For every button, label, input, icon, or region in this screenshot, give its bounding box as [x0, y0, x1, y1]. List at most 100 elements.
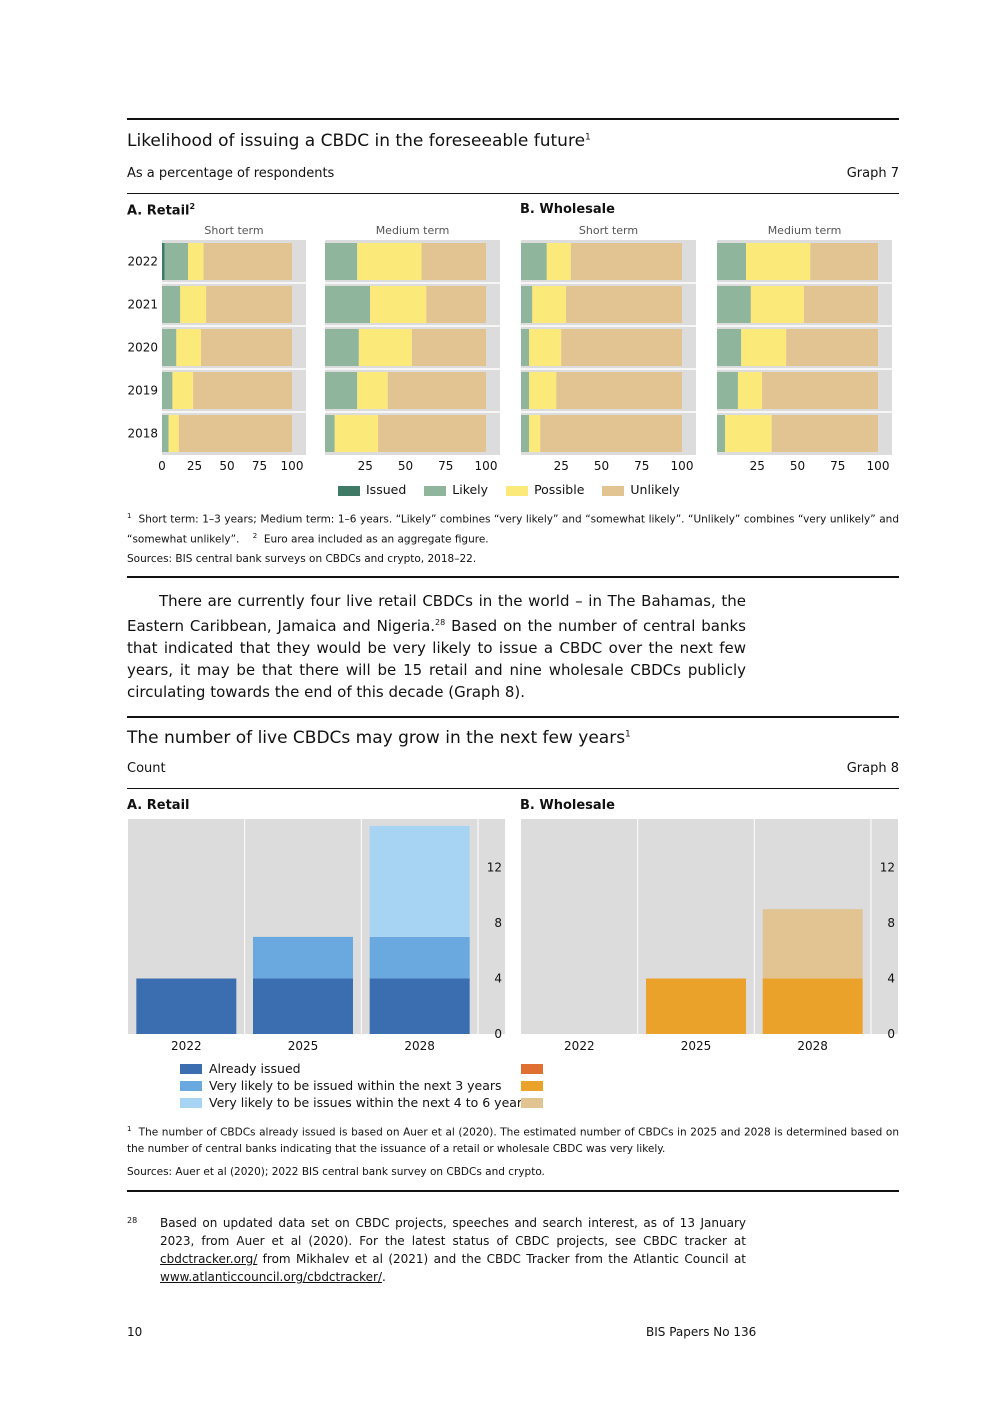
graph8-legend-label: Very likely to be issues within the next…	[209, 1095, 529, 1110]
graph8-bar-segment	[136, 978, 237, 1034]
graph8-legend-label: Already issued	[209, 1061, 301, 1076]
graph7-bar-segment	[750, 286, 804, 323]
graph8-bar-segment	[369, 825, 470, 937]
graph7-x-tick-label: 100	[671, 459, 694, 473]
graph8-x-tick-label: 2028	[797, 1039, 828, 1053]
graph7-bar-segment	[162, 243, 165, 280]
graph7-year-label: 2020	[127, 341, 158, 355]
graph7-bar-segment	[162, 329, 177, 366]
graph7-x-tick-label: 25	[750, 459, 765, 473]
graph7-bar-segment	[570, 243, 682, 280]
graph7-legend-label: Issued	[366, 482, 407, 497]
graph8-bar-segment	[762, 909, 863, 979]
graph8-legend-swatch-retail	[180, 1064, 202, 1074]
atlantic-council-link[interactable]: www.atlanticcouncil.org/cbdctracker/	[160, 1270, 382, 1284]
graph7-year-label: 2019	[127, 384, 158, 398]
graph7-legend-item: Unlikely	[602, 482, 680, 497]
graph7-x-tick-label: 75	[252, 459, 267, 473]
graph7-bar-segment	[532, 286, 567, 323]
graph7-legend-swatch	[424, 485, 447, 496]
graph7-label: Graph 7	[846, 166, 899, 181]
graph7-panel-header: Medium term	[768, 224, 842, 237]
graph7-bar-segment	[358, 329, 412, 366]
graph8-x-tick-label: 2022	[171, 1039, 202, 1053]
graph7-bar-segment	[180, 286, 207, 323]
graph7-bar-segment	[725, 415, 772, 452]
graph8-subtitle: Count	[127, 761, 166, 776]
graph7-bar-segment	[168, 415, 179, 452]
graph7-x-tick-label: 75	[634, 459, 649, 473]
graph7-legend-item: Likely	[424, 482, 488, 497]
graph8-bar-segment	[253, 936, 353, 979]
graph7-header-rule	[127, 193, 899, 194]
graph8-bar-segment	[646, 978, 746, 1034]
graph7-x-tick-label: 25	[358, 459, 373, 473]
graph7-bar-segment	[325, 372, 358, 409]
graph8-x-tick-label: 2025	[681, 1039, 712, 1053]
graph7-x-tick-label: 50	[398, 459, 413, 473]
graph8-bar-segment	[369, 936, 470, 979]
graph7-bar-segment	[561, 329, 682, 366]
graph8-y-tick-label: 12	[487, 861, 502, 875]
body-paragraph: There are currently four live retail CBD…	[127, 592, 746, 701]
graph7-panel-a-title: A. Retail2	[127, 202, 196, 219]
page-number: 10	[127, 1325, 143, 1339]
graph7-bar-segment	[334, 415, 379, 452]
graph8-panel-b-title: B. Wholesale	[520, 798, 615, 813]
graph7-bottom-rule	[127, 576, 899, 578]
graph7-x-tick-label: 50	[219, 459, 234, 473]
graph7-panel-header: Medium term	[376, 224, 450, 237]
graph7-bar-segment	[521, 372, 530, 409]
graph7-bar-segment	[370, 286, 427, 323]
graph7-legend-item: Possible	[506, 482, 584, 497]
graph7-x-tick-label: 50	[594, 459, 609, 473]
graph7-bar-segment	[786, 329, 878, 366]
graph8-legend-swatch-retail	[180, 1098, 202, 1108]
graph7-legend-swatch	[338, 485, 360, 496]
graph8-notes: 1 The number of CBDCs already issued is …	[127, 1125, 899, 1155]
graph7-bar-segment	[387, 372, 486, 409]
graph8-chart: 0 4 8 12 2022 2025 2028 0 4 8 12 2022 2025 2028	[128, 819, 898, 1053]
graph7-bar-segment	[178, 415, 292, 452]
graph7-x-tick-label: 100	[867, 459, 890, 473]
graph7-bar-segment	[717, 243, 746, 280]
footnote-number: 28	[127, 1216, 138, 1225]
graph7-bar-segment	[325, 243, 358, 280]
graph8-label: Graph 8	[846, 761, 899, 776]
graph7-panel-header: Short term	[204, 224, 263, 237]
graph8-panel-a-title: A. Retail	[127, 798, 190, 813]
graph7-bar-segment	[325, 415, 335, 452]
graph7-bar-segment	[540, 415, 682, 452]
graph7-bar-segment	[717, 415, 726, 452]
graph8-sources: Sources: Auer et al (2020); 2022 BIS cen…	[127, 1166, 545, 1178]
graph7-bar-segment	[717, 329, 742, 366]
graph7-legend-swatch	[602, 485, 625, 496]
graph7-x-tick-label: 100	[281, 459, 304, 473]
graph8-bottom-rule	[127, 1190, 899, 1192]
graph7-panel-b-title: B. Wholesale	[520, 202, 615, 217]
graph7-legend: Issued Likely Possible Unlikely	[338, 482, 698, 497]
graph7-chart: Short term 0 25 50 75 100 Medium term 25 50 75 100…	[127, 224, 892, 473]
graph8-y-tick-label: 8	[887, 916, 895, 930]
graph8-y-tick-label: 4	[887, 972, 895, 986]
cbdctracker-link[interactable]: cbdctracker.org/	[160, 1252, 258, 1266]
graph7-bar-segment	[717, 286, 751, 323]
graph8-title: The number of live CBDCs may grow in the…	[127, 728, 631, 748]
graph7-bar-segment	[357, 243, 422, 280]
graph7-bar-segment	[203, 243, 292, 280]
graph7-x-tick-label: 75	[830, 459, 845, 473]
graph7-bar-segment	[556, 372, 682, 409]
graph8-y-tick-label: 4	[494, 972, 502, 986]
graph7-legend-swatch	[506, 485, 529, 496]
graph7-top-rule	[127, 118, 899, 120]
graph7-bar-segment	[521, 243, 547, 280]
graph7-bar-segment	[206, 286, 292, 323]
graph8-legend-swatch-wholesale	[521, 1098, 543, 1108]
graph8-header-rule	[127, 788, 899, 789]
graph7-title: Likelihood of issuing a CBDC in the fore…	[127, 131, 591, 151]
graph7-bar-segment	[546, 243, 571, 280]
graph7-x-tick-label: 0	[158, 459, 166, 473]
graph8-bar-segment	[253, 978, 353, 1034]
graph7-bar-segment	[529, 329, 562, 366]
graph7-bar-segment	[421, 243, 486, 280]
